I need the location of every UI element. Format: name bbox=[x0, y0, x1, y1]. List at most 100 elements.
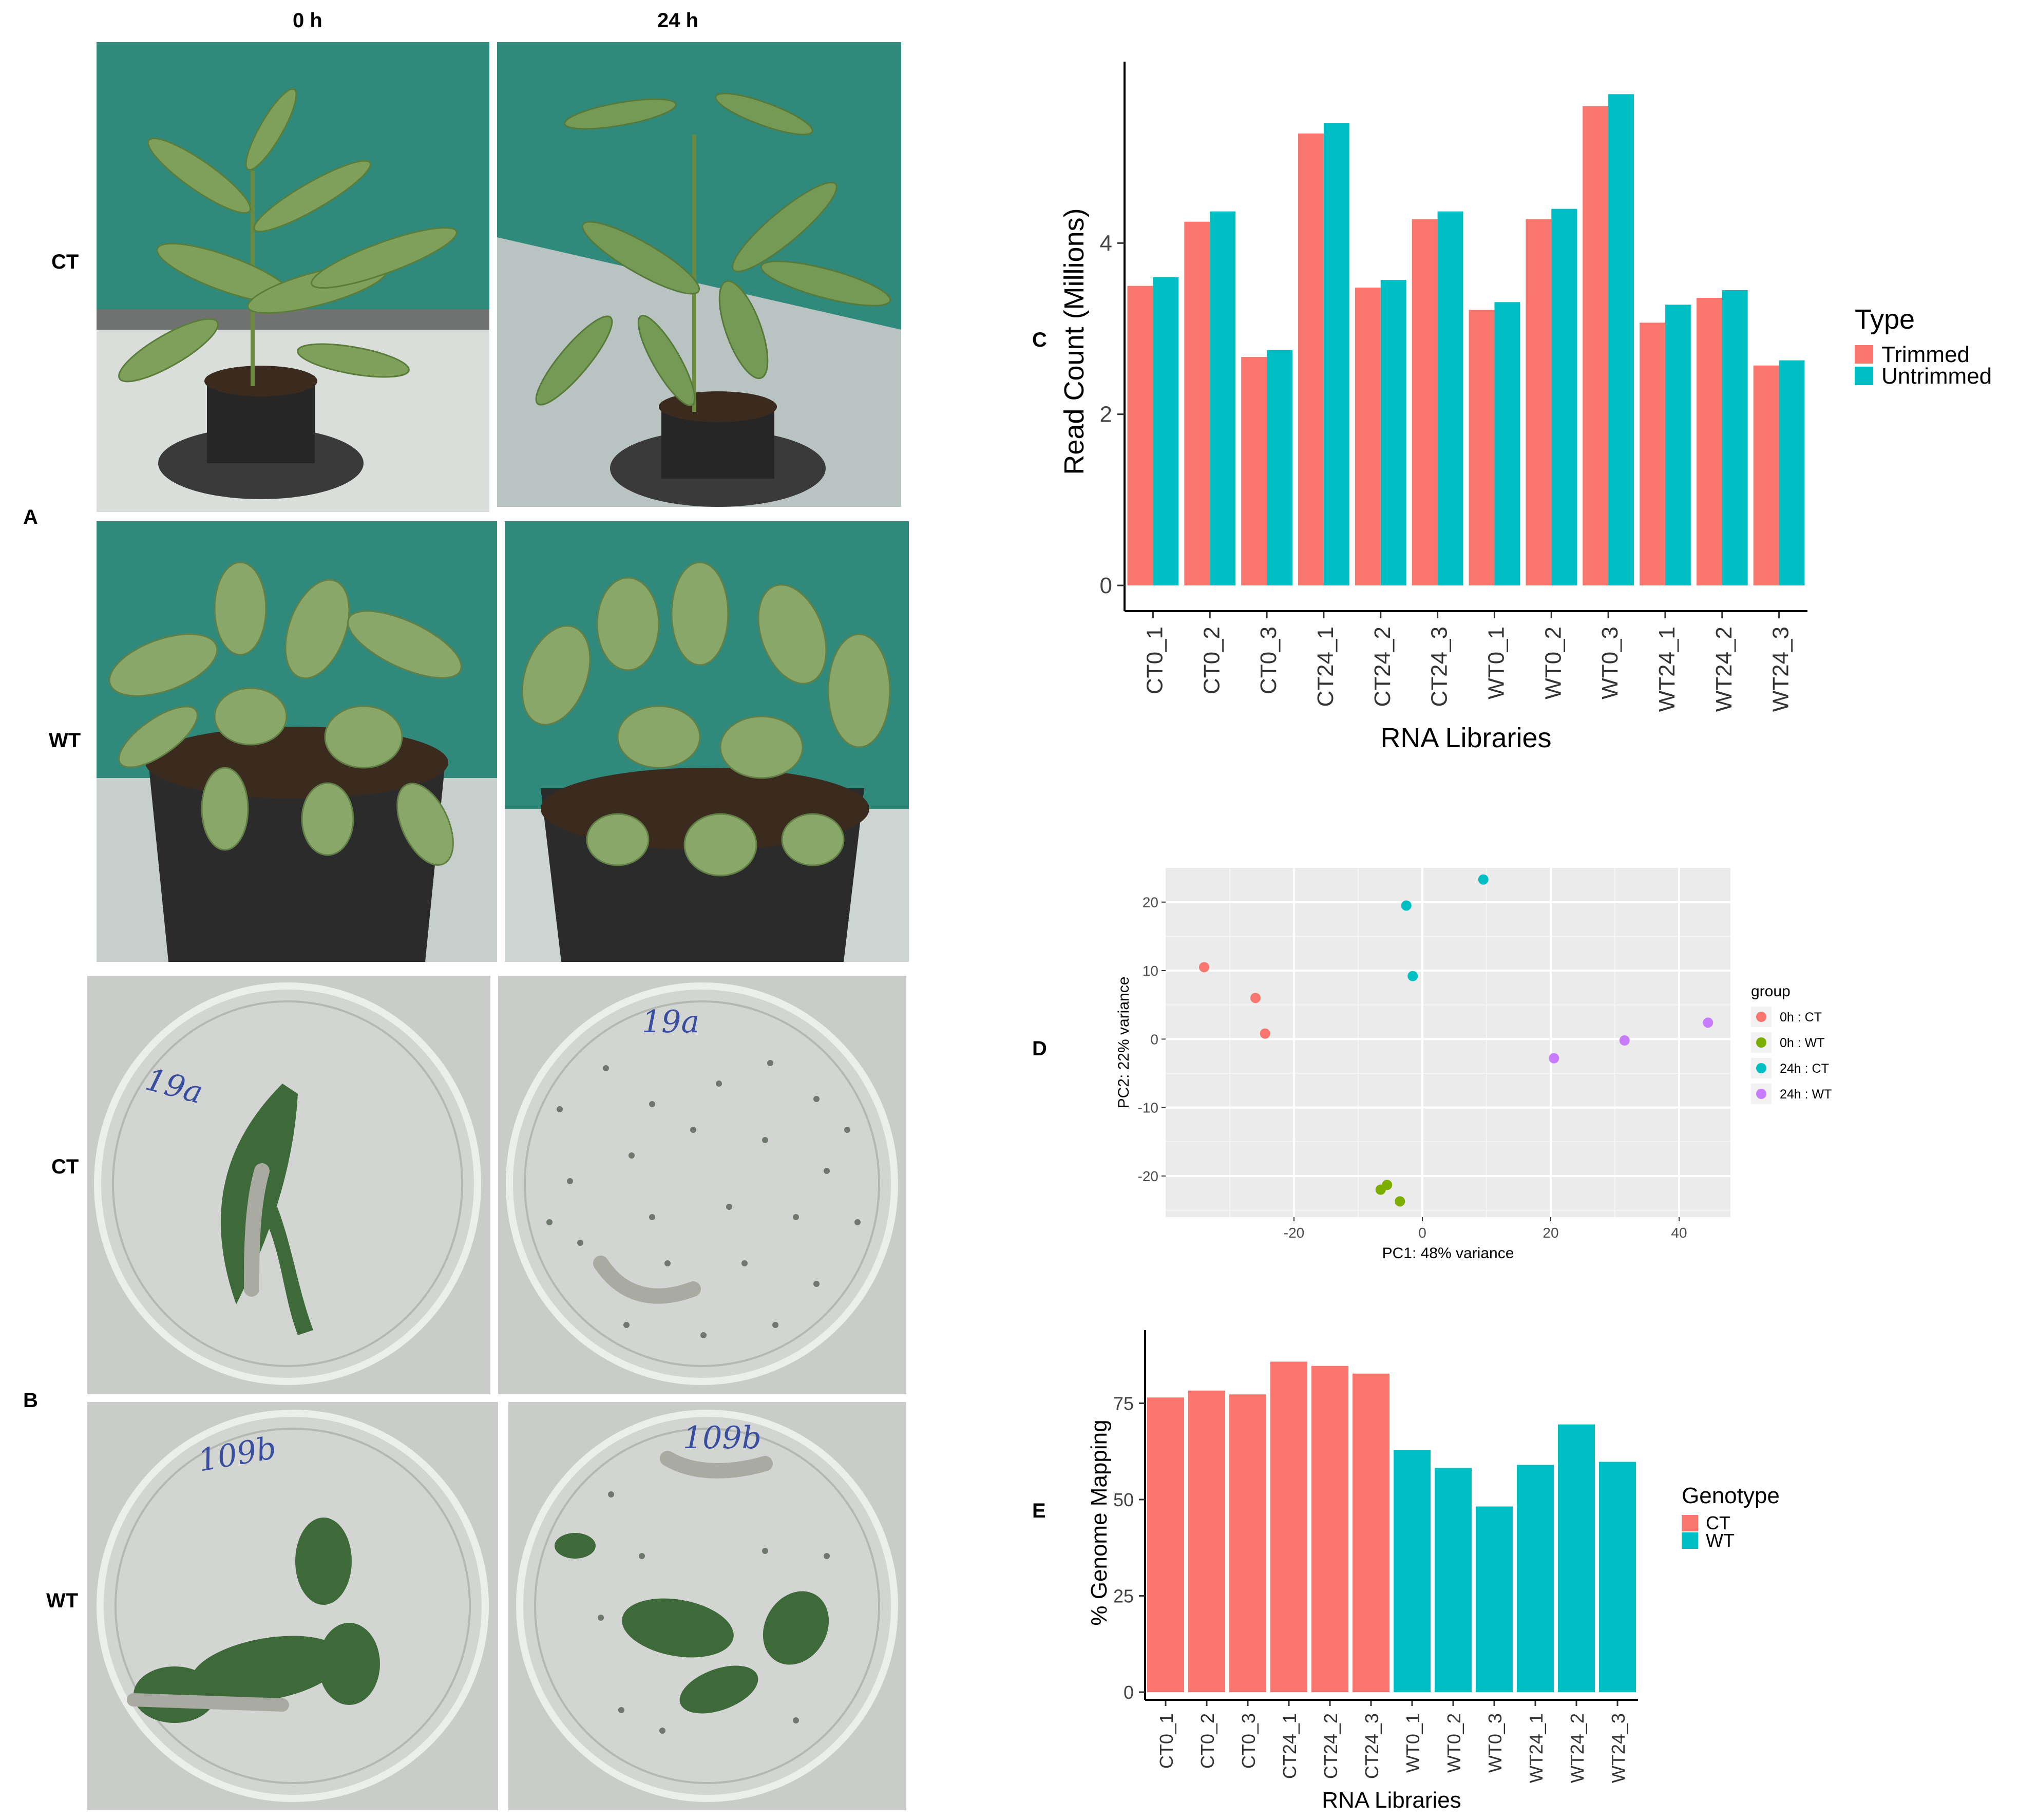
panel-letter-e: E bbox=[1032, 1500, 1046, 1522]
legend-label-untrimmed: Untrimmed bbox=[1881, 364, 1992, 389]
bar-CT24_3 bbox=[1353, 1373, 1389, 1692]
x-tick-label: WT24_3 bbox=[1608, 1713, 1629, 1783]
bar-untrimmed-WT24_2 bbox=[1722, 290, 1748, 585]
y-axis-title: Read Count (Millions) bbox=[1059, 208, 1090, 475]
x-tick-label: WT0_3 bbox=[1597, 627, 1623, 699]
legend-title: Type bbox=[1855, 304, 1915, 335]
y-tick-label: -10 bbox=[1138, 1100, 1158, 1116]
x-tick-label: 0 bbox=[1418, 1225, 1426, 1241]
point-1-1 bbox=[1382, 1180, 1393, 1190]
x-tick-label: WT0_2 bbox=[1443, 1713, 1464, 1773]
x-axis-title: PC1: 48% variance bbox=[1382, 1245, 1514, 1262]
bar-CT24_1 bbox=[1270, 1361, 1307, 1692]
legend-swatch-0 bbox=[1756, 1012, 1766, 1022]
x-tick-label: WT24_2 bbox=[1711, 627, 1737, 712]
bar-untrimmed-CT24_1 bbox=[1323, 123, 1349, 585]
legend-swatch-wt bbox=[1682, 1532, 1698, 1549]
bar-CT0_1 bbox=[1147, 1397, 1184, 1692]
bar-untrimmed-WT24_3 bbox=[1779, 360, 1805, 585]
bar-WT0_1 bbox=[1394, 1450, 1431, 1692]
photo-dish-ct-0h: 19a bbox=[87, 976, 490, 1394]
x-tick-label: 40 bbox=[1671, 1225, 1687, 1241]
bar-untrimmed-CT24_2 bbox=[1380, 280, 1406, 585]
x-tick-label: WT24_3 bbox=[1768, 627, 1794, 712]
photo-plant-ct-24h bbox=[497, 42, 901, 507]
chart-pca: -20 0 20 40 -20 -10 0 10 20 PC1: 48% variance PC2:… bbox=[1115, 868, 1832, 1262]
bar-untrimmed-WT0_2 bbox=[1551, 208, 1577, 586]
x-tick-label: WT0_2 bbox=[1540, 627, 1566, 699]
y-tick-label: 0 bbox=[1124, 1682, 1134, 1703]
y-tick-label: 2 bbox=[1100, 402, 1112, 427]
photo-dish-wt-0h: 109b bbox=[87, 1402, 498, 1810]
bar-CT0_2 bbox=[1188, 1390, 1225, 1692]
bar-untrimmed-CT0_3 bbox=[1267, 350, 1292, 585]
y-tick-label: 50 bbox=[1113, 1489, 1134, 1510]
x-tick-label: WT0_1 bbox=[1483, 627, 1509, 699]
legend-label-3: 24h : WT bbox=[1780, 1087, 1832, 1102]
bar-WT0_2 bbox=[1435, 1468, 1472, 1692]
bar-untrimmed-CT24_3 bbox=[1437, 211, 1463, 586]
legend-title: group bbox=[1751, 983, 1791, 1000]
panel-letter-a: A bbox=[23, 506, 38, 528]
x-tick-label: -20 bbox=[1284, 1225, 1304, 1241]
x-tick-label: CT0_1 bbox=[1142, 627, 1167, 694]
bar-CT0_3 bbox=[1229, 1394, 1266, 1692]
bar-untrimmed-CT0_1 bbox=[1153, 277, 1179, 585]
point-1-2 bbox=[1395, 1196, 1405, 1207]
panel-letter-c: C bbox=[1032, 329, 1047, 351]
x-tick-label: CT0_2 bbox=[1197, 1713, 1218, 1769]
x-tick-label: 20 bbox=[1543, 1225, 1558, 1241]
x-tick-label: CT24_3 bbox=[1427, 627, 1452, 707]
chart-read-counts: CT0_1 CT0_2 CT0_3 CT24_1 CT24_2 CT24_3 WT0_1 WT… bbox=[1059, 62, 1992, 753]
panel-letter-b: B bbox=[23, 1389, 38, 1412]
point-2-1 bbox=[1478, 874, 1489, 885]
bar-trimmed-CT24_3 bbox=[1412, 219, 1438, 586]
x-tick-label: WT0_1 bbox=[1402, 1713, 1423, 1773]
x-tick-label: CT24_3 bbox=[1361, 1713, 1382, 1779]
bar-trimmed-CT0_1 bbox=[1127, 286, 1153, 585]
bar-WT24_3 bbox=[1599, 1462, 1636, 1692]
bar-trimmed-CT0_3 bbox=[1241, 357, 1267, 585]
column-header-24h: 24 h bbox=[657, 9, 699, 32]
y-tick-label: 10 bbox=[1143, 963, 1158, 979]
bar-trimmed-WT0_1 bbox=[1469, 310, 1495, 585]
legend-swatch-2 bbox=[1756, 1063, 1766, 1073]
x-tick-label: CT0_3 bbox=[1256, 627, 1281, 694]
bar-trimmed-WT24_1 bbox=[1640, 323, 1665, 585]
point-3-0 bbox=[1549, 1053, 1559, 1064]
legend-swatch-untrimmed bbox=[1855, 367, 1873, 385]
point-2-0 bbox=[1401, 900, 1412, 911]
point-3-1 bbox=[1619, 1035, 1630, 1046]
legend-label-2: 24h : CT bbox=[1780, 1061, 1829, 1076]
x-tick-label: CT24_2 bbox=[1320, 1713, 1341, 1779]
row-label-b-ct: CT bbox=[51, 1155, 79, 1178]
point-0-0 bbox=[1199, 962, 1209, 973]
legend-swatch-ct bbox=[1682, 1515, 1698, 1531]
bar-untrimmed-WT24_1 bbox=[1665, 305, 1691, 585]
x-tick-label: CT0_2 bbox=[1199, 627, 1224, 694]
bar-trimmed-WT0_3 bbox=[1583, 106, 1609, 586]
y-tick-label: 25 bbox=[1113, 1586, 1134, 1607]
photo-plant-wt-0h bbox=[97, 521, 497, 962]
legend-swatch-1 bbox=[1756, 1037, 1766, 1048]
y-tick-label: 75 bbox=[1113, 1393, 1134, 1414]
x-tick-label: WT24_2 bbox=[1567, 1713, 1588, 1783]
bar-trimmed-CT24_1 bbox=[1298, 134, 1324, 585]
x-tick-label: CT0_1 bbox=[1156, 1713, 1177, 1769]
legend-label-0: 0h : CT bbox=[1780, 1010, 1822, 1025]
x-tick-label: CT24_1 bbox=[1279, 1713, 1300, 1779]
bar-CT24_2 bbox=[1311, 1366, 1348, 1692]
legend-swatch-3 bbox=[1756, 1089, 1766, 1099]
x-axis-title: RNA Libraries bbox=[1380, 723, 1551, 753]
x-tick-label: CT24_2 bbox=[1370, 627, 1395, 707]
photo-plant-wt-24h bbox=[505, 521, 909, 962]
legend-label-ct: CT bbox=[1706, 1512, 1730, 1533]
photo-dish-ct-24h: 19a bbox=[498, 976, 906, 1394]
x-tick-label: WT0_3 bbox=[1484, 1713, 1506, 1773]
bar-WT24_2 bbox=[1558, 1424, 1595, 1692]
bar-untrimmed-CT0_2 bbox=[1210, 211, 1236, 586]
y-tick-label: -20 bbox=[1138, 1168, 1158, 1184]
legend-label-trimmed: Trimmed bbox=[1881, 342, 1970, 367]
panel-letter-d: D bbox=[1032, 1037, 1047, 1060]
y-tick-label: 0 bbox=[1150, 1031, 1158, 1047]
